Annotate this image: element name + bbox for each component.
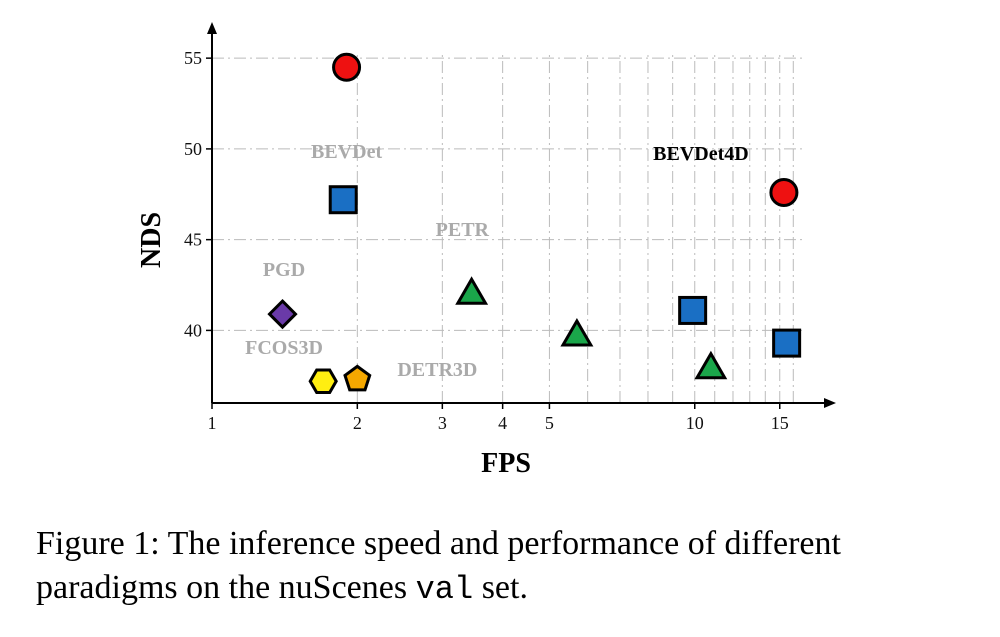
y-tick-label: 50 (184, 139, 202, 159)
figure-caption: Figure 1: The inference speed and perfor… (36, 522, 976, 612)
method-label: BEVDet4D (653, 143, 749, 165)
circle-marker (769, 177, 799, 207)
method-label: PGD (263, 259, 305, 281)
x-tick-label: 2 (353, 413, 362, 433)
x-axis-title: FPS (481, 448, 531, 479)
caption-suffix: set. (473, 569, 528, 606)
y-axis-arrowhead (207, 22, 217, 34)
x-axis-arrowhead (824, 398, 836, 408)
method-label: PETR (436, 219, 490, 241)
x-tick-label: 15 (771, 413, 789, 433)
y-tick-label: 40 (184, 320, 202, 340)
method-label: BEVDet (311, 141, 382, 163)
method-label: DETR3D (397, 359, 477, 381)
x-tick-label: 5 (545, 413, 554, 433)
y-axis-title: NDS (136, 212, 167, 268)
caption-code: val (415, 571, 474, 608)
triangle-marker (560, 318, 594, 347)
circle-marker (332, 52, 362, 82)
hexagon-marker (308, 368, 338, 394)
triangle-marker (694, 350, 728, 380)
axes (207, 22, 836, 408)
x-tick-label: 3 (438, 413, 447, 433)
x-tick-label: 4 (498, 413, 507, 433)
x-tick-label: 10 (686, 413, 704, 433)
method-labels: BEVDet BEVDet4D PETR PGD FCOS3D DETR3D (245, 141, 749, 381)
pentagon-marker (343, 364, 372, 392)
square-marker (678, 295, 708, 325)
square-marker (328, 185, 358, 215)
data-points (267, 52, 802, 394)
caption-text: Figure 1: The inference speed and perfor… (36, 525, 841, 606)
method-label: FCOS3D (245, 337, 323, 359)
diamond-marker (267, 298, 298, 330)
grid (212, 54, 806, 403)
y-tick-label: 55 (184, 48, 202, 68)
x-tick-label: 1 (208, 413, 217, 433)
square-marker (772, 328, 802, 358)
y-tick-label: 45 (184, 230, 202, 250)
triangle-marker (455, 276, 489, 305)
